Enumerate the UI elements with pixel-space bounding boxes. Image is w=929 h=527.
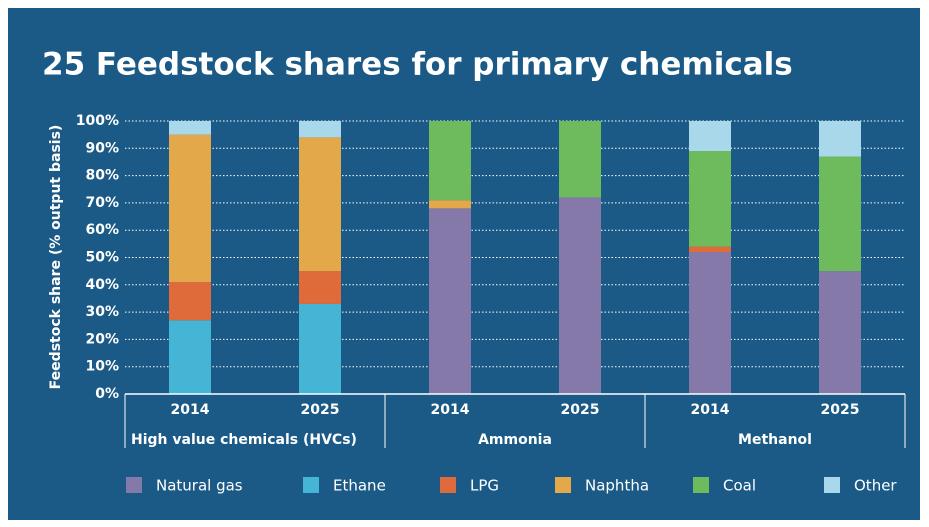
- bar-segment: [559, 121, 601, 198]
- bar-segment: [819, 271, 861, 394]
- chart-title: 25 Feedstock shares for primary chemical…: [42, 47, 793, 83]
- legend-swatch: [824, 477, 840, 493]
- legend-swatch: [693, 477, 709, 493]
- legend-label: Naphtha: [585, 477, 649, 495]
- group-label: Ammonia: [478, 432, 552, 448]
- legend-swatch: [303, 477, 319, 493]
- bar-segment: [689, 121, 731, 152]
- y-tick-label: 70%: [85, 195, 119, 211]
- bar-segment: [299, 303, 341, 394]
- bar-segment: [169, 320, 211, 394]
- x-tick-label: 2014: [431, 402, 470, 418]
- bar-segment: [299, 121, 341, 138]
- bar-segment: [559, 197, 601, 394]
- bar-segment: [169, 134, 211, 283]
- legend-label: Natural gas: [156, 477, 243, 495]
- y-tick-label: 30%: [85, 304, 119, 320]
- bar-segment: [819, 156, 861, 272]
- bar-segment: [429, 200, 471, 209]
- bar-segment: [819, 121, 861, 157]
- x-tick-label: 2025: [821, 402, 860, 418]
- y-tick-label: 20%: [85, 331, 119, 347]
- y-tick-label: 50%: [85, 250, 119, 266]
- x-tick-label: 2014: [691, 402, 730, 418]
- bar-segment: [299, 137, 341, 272]
- y-axis-label: Feedstock share (% output basis): [48, 125, 64, 390]
- x-tick-label: 2014: [171, 402, 210, 418]
- group-label: Methanol: [738, 432, 812, 448]
- y-tick-label: 80%: [85, 168, 119, 184]
- bar-segment: [689, 252, 731, 394]
- bar-segment: [429, 208, 471, 394]
- x-tick-label: 2025: [561, 402, 600, 418]
- legend-label: Coal: [723, 477, 756, 495]
- bar-segment: [689, 246, 731, 253]
- y-tick-label: 10%: [85, 359, 119, 375]
- y-tick-label: 40%: [85, 277, 119, 293]
- bar-segment: [299, 271, 341, 304]
- bar-segment: [429, 121, 471, 201]
- x-tick-label: 2025: [301, 402, 340, 418]
- legend-swatch: [126, 477, 142, 493]
- legend-label: LPG: [470, 477, 499, 495]
- y-tick-label: 0%: [95, 386, 119, 402]
- legend-swatch: [555, 477, 571, 493]
- y-tick-label: 60%: [85, 222, 119, 238]
- group-label: High value chemicals (HVCs): [131, 432, 357, 448]
- legend-label: Ethane: [333, 477, 386, 495]
- legend-label: Other: [854, 477, 897, 495]
- y-tick-label: 90%: [85, 140, 119, 156]
- bar-segment: [169, 121, 211, 135]
- y-tick-label: 100%: [76, 113, 119, 129]
- legend-swatch: [440, 477, 456, 493]
- bar-segment: [169, 282, 211, 321]
- bar-segment: [689, 151, 731, 247]
